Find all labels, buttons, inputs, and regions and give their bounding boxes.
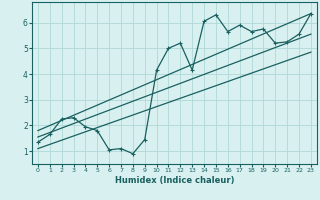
X-axis label: Humidex (Indice chaleur): Humidex (Indice chaleur) — [115, 176, 234, 185]
